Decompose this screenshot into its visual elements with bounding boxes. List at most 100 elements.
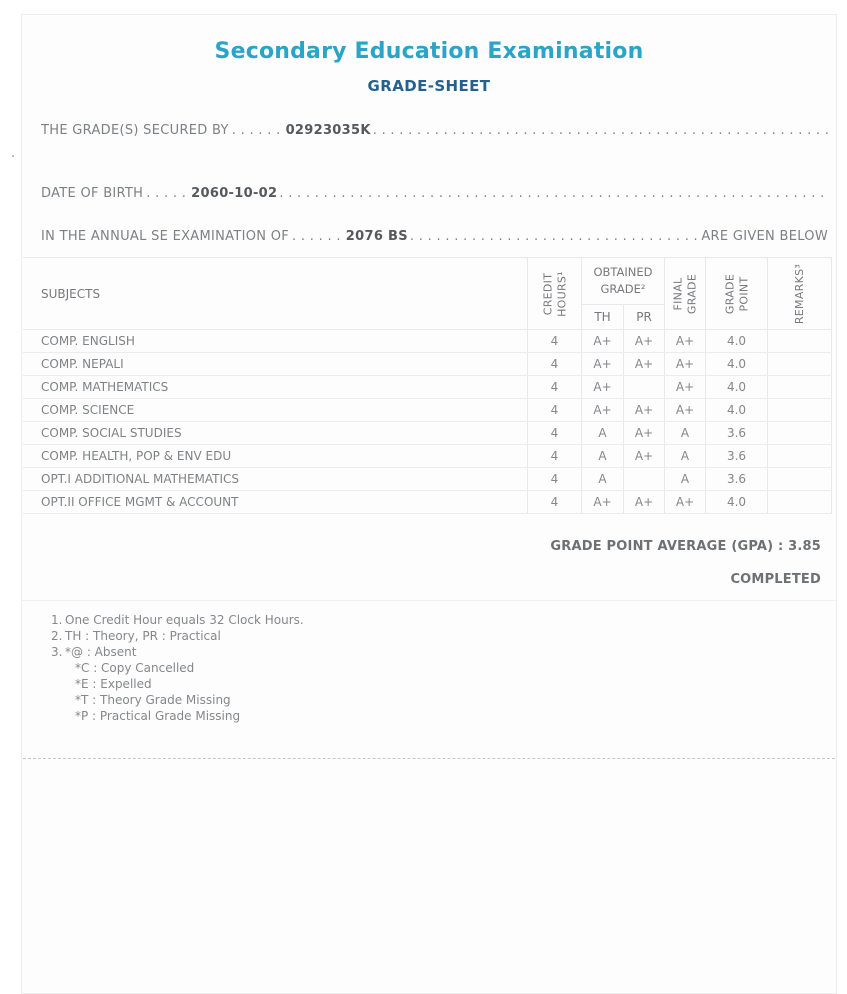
remarks-cell (767, 329, 832, 353)
table-row: COMP. HEALTH, POP & ENV EDU 4 A A+ A 3.6 (23, 444, 832, 468)
subject-cell: OPT.II OFFICE MGMT & ACCOUNT (23, 490, 528, 514)
th-grade-cell: A+ (581, 375, 624, 399)
footnote-text: *@ : Absent (65, 645, 137, 659)
footnote-text: One Credit Hour equals 32 Clock Hours. (65, 613, 304, 627)
grade-point-cell: 4.0 (705, 375, 768, 399)
th-grade-cell: A (581, 421, 624, 445)
credit-cell: 4 (527, 329, 582, 353)
date-of-birth-value: 2060-10-02 (191, 186, 278, 201)
credit-cell: 4 (527, 398, 582, 422)
th-grade-cell: A (581, 444, 624, 468)
grade-point-cell: 3.6 (705, 467, 768, 491)
table-row: OPT.I ADDITIONAL MATHEMATICS 4 A A 3.6 (23, 467, 832, 491)
th-grade-cell: A (581, 467, 624, 491)
credit-cell: 4 (527, 352, 582, 376)
pr-grade-cell (623, 375, 665, 399)
th-grade-cell: A+ (581, 352, 624, 376)
subject-cell: COMP. HEALTH, POP & ENV EDU (23, 444, 528, 468)
final-grade-cell: A (664, 444, 706, 468)
dot-leader: . . . . . . . . . . . . . . . . . . . . … (372, 123, 828, 138)
th-grade-cell: A+ (581, 490, 624, 514)
final-grade-cell: A (664, 421, 706, 445)
dot-leader: . . . . . (146, 186, 187, 201)
symbol-number-value: 02923035K (285, 123, 371, 138)
subject-cell: COMP. ENGLISH (23, 329, 528, 353)
date-of-birth-line: DATE OF BIRTH . . . . . 2060-10-02 . . .… (22, 186, 836, 201)
th-grade-cell: A+ (581, 329, 624, 353)
remarks-cell (767, 490, 832, 514)
footnote-subtext: *T : Theory Grade Missing (75, 693, 231, 707)
footnote-subtext: *E : Expelled (75, 677, 152, 691)
grade-sheet-document: Secondary Education Examination GRADE-SH… (21, 14, 837, 994)
grades-table: SUBJECTS CREDIT HOURS¹ OBTAINED GRADE² F… (23, 257, 832, 514)
footnote-text: TH : Theory, PR : Practical (65, 629, 221, 643)
pr-grade-cell (623, 467, 665, 491)
final-grade-cell: A+ (664, 329, 706, 353)
grade-point-cell: 3.6 (705, 444, 768, 468)
remarks-cell (767, 352, 832, 376)
footnote-item: 2. TH : Theory, PR : Practical (51, 628, 836, 644)
grade-point-cell: 4.0 (705, 398, 768, 422)
grade-point-cell: 4.0 (705, 490, 768, 514)
date-of-birth-label: DATE OF BIRTH (41, 186, 144, 201)
header-grade-point: GRADE POINT (705, 257, 768, 330)
pr-grade-cell: A+ (623, 352, 665, 376)
subject-cell: COMP. SOCIAL STUDIES (23, 421, 528, 445)
pr-grade-cell: A+ (623, 490, 665, 514)
page-title: Secondary Education Examination (214, 39, 644, 64)
examination-line: IN THE ANNUAL SE EXAMINATION OF . . . . … (22, 229, 836, 244)
pr-grade-cell: A+ (623, 421, 665, 445)
grade-point-cell: 4.0 (705, 329, 768, 353)
header-credit-hours: CREDIT HOURS¹ (527, 257, 582, 330)
footnote-subtext: *C : Copy Cancelled (75, 661, 195, 675)
grades-table-header: SUBJECTS CREDIT HOURS¹ OBTAINED GRADE² F… (23, 257, 832, 330)
remarks-cell (767, 467, 832, 491)
credit-cell: 4 (527, 421, 582, 445)
header-obtained-grade: OBTAINED GRADE² (581, 257, 665, 305)
are-given-below-label: ARE GIVEN BELOW (701, 229, 828, 244)
table-row: COMP. SCIENCE 4 A+ A+ A+ 4.0 (23, 398, 832, 422)
gpa-line: GRADE POINT AVERAGE (GPA) : 3.85 (550, 539, 821, 554)
footnote-number: 3. (51, 645, 63, 659)
footnote-item: 3. *@ : Absent (51, 644, 836, 660)
dot-leader: . . . . . . . . . . . . . . . . . . . . … (279, 186, 828, 201)
credit-cell: 4 (527, 375, 582, 399)
header-remarks: REMARKS³ (767, 257, 832, 330)
dot-leader: . . . . . . . . . . . . . . . . . . . . … (409, 229, 697, 244)
credit-cell: 4 (527, 490, 582, 514)
subject-cell: COMP. NEPALI (23, 352, 528, 376)
subject-cell: COMP. MATHEMATICS (23, 375, 528, 399)
subject-cell: OPT.I ADDITIONAL MATHEMATICS (23, 467, 528, 491)
dot-leader: . . . . . . (231, 123, 281, 138)
footnote-subtext: *P : Practical Grade Missing (75, 709, 241, 723)
credit-cell: 4 (527, 467, 582, 491)
table-row: COMP. NEPALI 4 A+ A+ A+ 4.0 (23, 352, 832, 376)
stray-period: . (11, 146, 16, 161)
footnote-number: 1. (51, 613, 63, 627)
final-grade-cell: A+ (664, 375, 706, 399)
final-grade-cell: A+ (664, 398, 706, 422)
remarks-cell (767, 444, 832, 468)
final-grade-cell: A (664, 467, 706, 491)
credit-cell: 4 (527, 444, 582, 468)
footnote-divider (22, 600, 836, 601)
footnote-number: 2. (51, 629, 63, 643)
header-final-grade: FINAL GRADE (664, 257, 706, 330)
header-th: TH (581, 304, 624, 330)
footnotes-section: 1. One Credit Hour equals 32 Clock Hours… (22, 612, 836, 724)
table-row: COMP. SOCIAL STUDIES 4 A A+ A 3.6 (23, 421, 832, 445)
th-grade-cell: A+ (581, 398, 624, 422)
examination-label: IN THE ANNUAL SE EXAMINATION OF (41, 229, 290, 244)
table-row: COMP. ENGLISH 4 A+ A+ A+ 4.0 (23, 329, 832, 353)
remarks-cell (767, 398, 832, 422)
grade-point-cell: 4.0 (705, 352, 768, 376)
subject-cell: COMP. SCIENCE (23, 398, 528, 422)
status-completed-label: COMPLETED (730, 572, 821, 587)
dashed-cut-line (23, 758, 835, 759)
examination-year-value: 2076 BS (345, 229, 408, 244)
secured-by-label: THE GRADE(S) SECURED BY (41, 123, 229, 138)
summary-section: GRADE POINT AVERAGE (GPA) : 3.85 COMPLET… (22, 539, 836, 587)
remarks-cell (767, 375, 832, 399)
pr-grade-cell: A+ (623, 398, 665, 422)
pr-grade-cell: A+ (623, 444, 665, 468)
